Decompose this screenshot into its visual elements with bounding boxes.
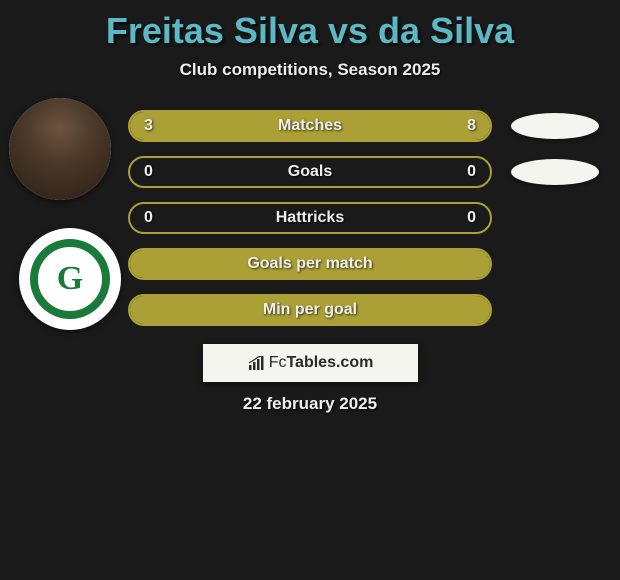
stat-bar: 0 Goals 0 xyxy=(128,156,492,188)
player2-club-placeholder xyxy=(511,159,599,185)
stat-val-right: 0 xyxy=(467,209,476,227)
stat-bar: Min per goal xyxy=(128,294,492,326)
stat-bar: 3 Matches 8 xyxy=(128,110,492,142)
subtitle: Club competitions, Season 2025 xyxy=(0,60,620,80)
stat-label: Min per goal xyxy=(130,301,490,319)
stat-label: Matches xyxy=(130,117,490,135)
page-title: Freitas Silva vs da Silva xyxy=(0,10,620,52)
stat-label: Goals per match xyxy=(130,255,490,273)
stat-row-matches: 3 Matches 8 xyxy=(0,110,620,142)
stat-label: Goals xyxy=(130,163,490,181)
stat-row-mpg: Min per goal xyxy=(0,294,620,326)
date-text: 22 february 2025 xyxy=(0,394,620,414)
footer-brand: FcTables.com xyxy=(203,344,418,382)
stat-row-gpm: G Goals per match xyxy=(0,248,620,280)
stat-label: Hattricks xyxy=(130,209,490,227)
stat-bar: 0 Hattricks 0 xyxy=(128,202,492,234)
stat-val-right: 0 xyxy=(467,163,476,181)
stat-row-hattricks: 0 Hattricks 0 xyxy=(0,202,620,234)
stat-bar: Goals per match xyxy=(128,248,492,280)
footer-text: FcTables.com xyxy=(269,354,374,372)
chart-icon xyxy=(247,356,265,370)
stat-val-right: 8 xyxy=(467,117,476,135)
stat-row-goals: 0 Goals 0 xyxy=(0,156,620,188)
player2-avatar-placeholder xyxy=(511,113,599,139)
club-letter: G xyxy=(57,260,83,298)
